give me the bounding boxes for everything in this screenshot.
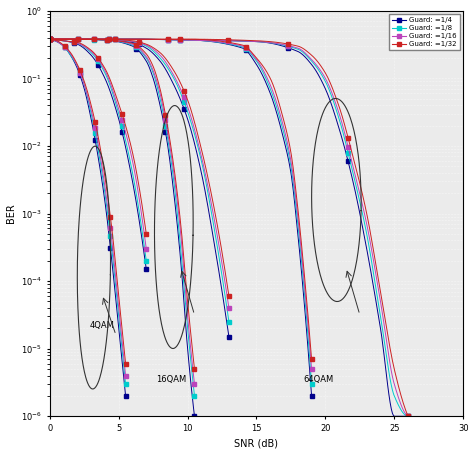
Y-axis label: BER: BER <box>6 204 16 223</box>
Text: 4QAM: 4QAM <box>90 321 115 331</box>
Text: 16QAM: 16QAM <box>156 375 186 385</box>
Text: 64QAM: 64QAM <box>303 375 334 385</box>
Legend: Guard: =1/4, Guard: =1/8, Guard: =1/16, Guard: =1/32: Guard: =1/4, Guard: =1/8, Guard: =1/16, … <box>389 14 460 50</box>
X-axis label: SNR (dB): SNR (dB) <box>235 439 279 449</box>
